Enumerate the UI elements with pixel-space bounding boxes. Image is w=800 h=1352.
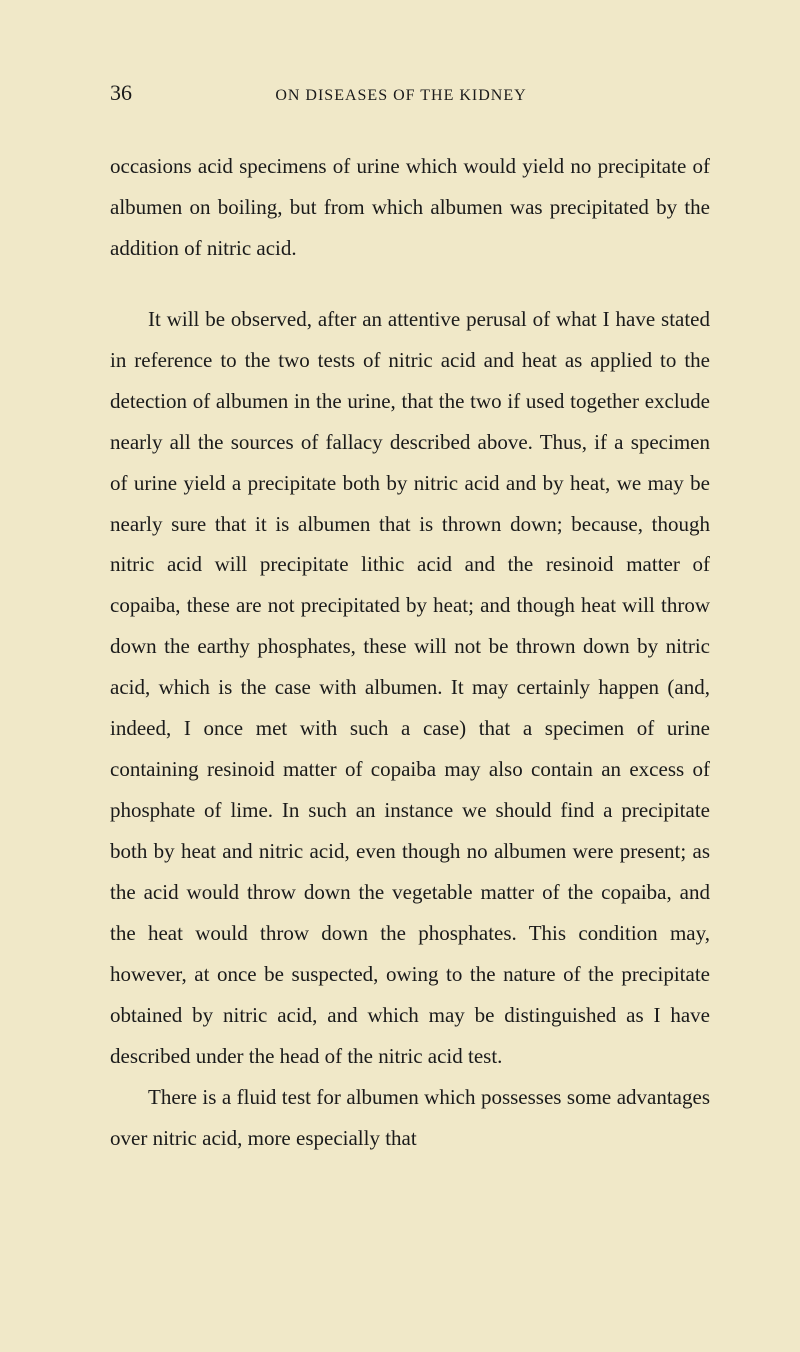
paragraph-3: There is a fluid test for albumen which … [110,1077,710,1159]
paragraph-1: occasions acid specimens of urine which … [110,146,710,269]
page-header: 36 ON DISEASES OF THE KIDNEY [110,80,710,106]
page-title: ON DISEASES OF THE KIDNEY [132,87,670,105]
body-text: occasions acid specimens of urine which … [110,146,710,1159]
paragraph-2: It will be observed, after an attentive … [110,299,710,1077]
page-number: 36 [110,80,132,106]
